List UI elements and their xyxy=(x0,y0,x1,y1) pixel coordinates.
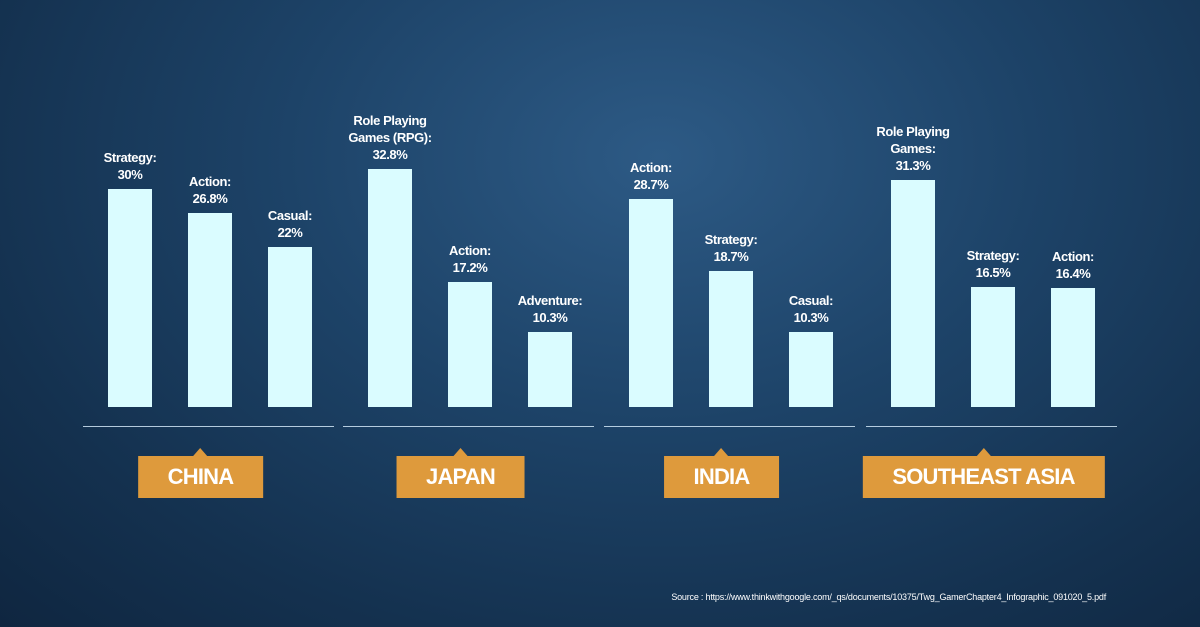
value-label: 10.3% xyxy=(532,310,568,326)
bar-label: Casual: 22% xyxy=(242,207,338,241)
bar-label: Strategy: 18.7% xyxy=(683,231,779,265)
value-label: 32.8% xyxy=(372,147,408,162)
category-label: Action: xyxy=(189,173,231,189)
bar xyxy=(891,179,935,407)
separator-line xyxy=(83,426,334,427)
bar xyxy=(368,169,412,407)
value-label: 26.8% xyxy=(192,190,228,206)
category-label: Action: xyxy=(630,159,672,175)
bar-label: Strategy: 30% xyxy=(82,149,178,183)
category-label: Strategy: xyxy=(704,232,758,248)
bar xyxy=(709,271,753,407)
category-label: Adventure: xyxy=(517,293,583,309)
category-label: Role Playing Games: xyxy=(876,123,950,156)
bar xyxy=(1051,288,1095,407)
bar xyxy=(629,198,673,407)
value-label: 10.3% xyxy=(793,310,829,326)
bar-label: Action: 28.7% xyxy=(603,159,699,193)
category-label: Role Playing Games (RPG): xyxy=(348,113,432,145)
value-label: 22% xyxy=(277,225,303,241)
region-badge: SOUTHEAST ASIA xyxy=(862,448,1105,498)
bar xyxy=(188,212,232,407)
value-label: 31.3% xyxy=(895,157,931,173)
region-badge: CHINA xyxy=(137,448,264,498)
bar xyxy=(268,247,312,407)
value-label: 17.2% xyxy=(452,260,488,276)
bar-label: Role Playing Games (RPG): 32.8% xyxy=(342,112,438,163)
bar xyxy=(108,189,152,407)
bar xyxy=(971,287,1015,407)
bar-label: Role Playing Games: 31.3% xyxy=(865,123,961,174)
region-badge: JAPAN xyxy=(396,448,525,498)
category-label: Action: xyxy=(1052,249,1094,264)
category-label: Casual: xyxy=(788,293,834,309)
separator-line xyxy=(343,426,594,427)
separator-line xyxy=(604,426,855,427)
bar-label: Action: 17.2% xyxy=(422,242,518,276)
value-label: 28.7% xyxy=(633,176,669,192)
category-label: Casual: xyxy=(267,208,313,224)
bar xyxy=(528,332,572,407)
category-label: Strategy: xyxy=(103,150,157,166)
source-note: Source : https://www.thinkwithgoogle.com… xyxy=(671,592,1106,602)
value-label: 16.5% xyxy=(975,265,1011,281)
bar-label: Strategy: 16.5% xyxy=(945,247,1041,281)
category-label: Strategy: xyxy=(966,248,1020,264)
bar xyxy=(789,332,833,407)
value-label: 30% xyxy=(117,167,143,183)
category-label: Action: xyxy=(449,243,491,259)
value-label: 18.7% xyxy=(713,249,749,265)
bar xyxy=(448,282,492,407)
bar-label: Casual: 10.3% xyxy=(763,292,859,326)
region-badge: INDIA xyxy=(663,448,780,498)
bar-label: Action: 26.8% xyxy=(162,173,258,207)
separator-line xyxy=(866,426,1117,427)
bar-label: Adventure: 10.3% xyxy=(502,292,598,326)
bar-label: Action: 16.4% xyxy=(1025,248,1121,282)
value-label: 16.4% xyxy=(1055,266,1091,281)
